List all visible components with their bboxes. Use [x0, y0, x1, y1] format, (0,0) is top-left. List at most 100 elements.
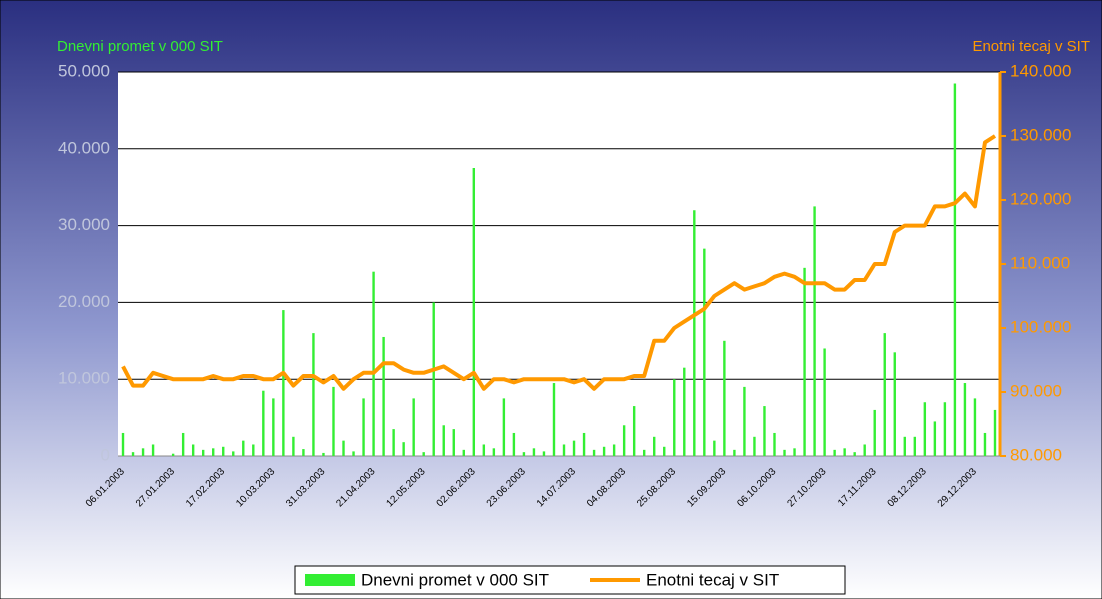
- bar: [963, 383, 967, 456]
- bar: [292, 436, 295, 456]
- bar: [492, 448, 496, 456]
- bar: [412, 398, 415, 456]
- bar: [402, 442, 405, 456]
- bar: [472, 168, 476, 456]
- bar: [632, 406, 636, 456]
- y2-axis-title: Enotni tecaj v SIT: [972, 38, 1090, 55]
- y-tick-label: 0: [101, 445, 110, 464]
- y2-tick-label: 110.000: [1010, 253, 1070, 272]
- bar: [953, 83, 957, 457]
- bar: [813, 206, 816, 456]
- bar: [572, 440, 576, 456]
- bar: [973, 398, 977, 456]
- line: [121, 134, 997, 391]
- bar: [983, 432, 987, 456]
- bar: [693, 210, 696, 456]
- bar: [512, 432, 516, 456]
- bar: [863, 444, 866, 456]
- y2-tick-label: 120.000: [1010, 189, 1071, 208]
- bar: [131, 452, 135, 456]
- legend-label: Enotni tecaj v SIT: [646, 570, 779, 589]
- bar: [622, 425, 626, 456]
- bar: [683, 367, 686, 456]
- bar: [733, 449, 736, 456]
- bar: [272, 398, 275, 456]
- bar: [141, 448, 145, 456]
- bar: [362, 398, 365, 456]
- bar: [923, 402, 927, 456]
- bar: [763, 406, 766, 456]
- y2-tick-label: 80.000: [1010, 445, 1062, 464]
- bar: [392, 429, 395, 456]
- bar: [843, 448, 846, 456]
- bar: [753, 436, 756, 456]
- legend-swatch: [305, 574, 355, 586]
- bar: [833, 449, 836, 456]
- bar: [853, 452, 856, 456]
- y2-tick-label: 90.000: [1010, 381, 1062, 400]
- bar: [462, 449, 465, 456]
- bar: [663, 446, 666, 456]
- bar: [422, 452, 425, 456]
- bar: [312, 333, 315, 456]
- bar: [252, 444, 255, 456]
- bar: [993, 409, 997, 456]
- y-tick-label: 50.000: [58, 61, 110, 80]
- bar: [552, 383, 556, 456]
- bar: [873, 409, 876, 456]
- bar: [713, 440, 716, 456]
- bar: [743, 386, 746, 456]
- bar: [723, 340, 726, 456]
- y-tick-label: 10.000: [58, 369, 110, 388]
- bar: [442, 425, 445, 456]
- bar: [893, 352, 896, 456]
- bar: [803, 267, 806, 456]
- bar: [542, 451, 546, 456]
- bar: [151, 444, 155, 456]
- bar: [703, 248, 706, 456]
- bar: [602, 446, 606, 456]
- bar: [532, 448, 536, 456]
- bar: [382, 336, 385, 456]
- bar: [913, 436, 917, 456]
- bar: [673, 379, 676, 456]
- bar: [482, 444, 486, 456]
- bar: [933, 421, 937, 456]
- y-tick-label: 20.000: [58, 292, 110, 311]
- y2-tick-label: 140.000: [1010, 61, 1071, 80]
- bar: [171, 453, 175, 456]
- bar: [282, 310, 285, 456]
- bar: [121, 432, 125, 456]
- y-tick-label: 30.000: [58, 215, 110, 234]
- bar: [302, 449, 305, 456]
- plot-area: [118, 72, 1000, 456]
- legend-box: [294, 565, 846, 595]
- y-tick-label: 40.000: [58, 138, 110, 157]
- bar: [883, 333, 886, 456]
- bar: [612, 444, 616, 456]
- y2-tick-label: 100.000: [1010, 317, 1071, 336]
- bar: [452, 429, 455, 456]
- bar: [222, 446, 225, 456]
- bar: [582, 432, 586, 456]
- y2-tick-label: 130.000: [1010, 125, 1071, 144]
- bar: [793, 448, 796, 456]
- bar: [181, 432, 185, 456]
- bar: [823, 348, 826, 456]
- bar: [352, 451, 355, 456]
- bar: [332, 386, 335, 456]
- legend-label: Dnevni promet v 000 SIT: [361, 570, 549, 589]
- bar: [783, 449, 786, 456]
- bar: [562, 444, 566, 456]
- bar: [773, 432, 776, 456]
- bar: [943, 402, 947, 456]
- bar: [242, 440, 245, 456]
- bar: [262, 390, 265, 456]
- bar: [342, 440, 345, 456]
- bar: [322, 452, 325, 456]
- bar: [592, 449, 596, 456]
- bar: [372, 271, 375, 456]
- y-axis-title: Dnevni promet v 000 SIT: [57, 38, 223, 55]
- bar: [212, 448, 215, 456]
